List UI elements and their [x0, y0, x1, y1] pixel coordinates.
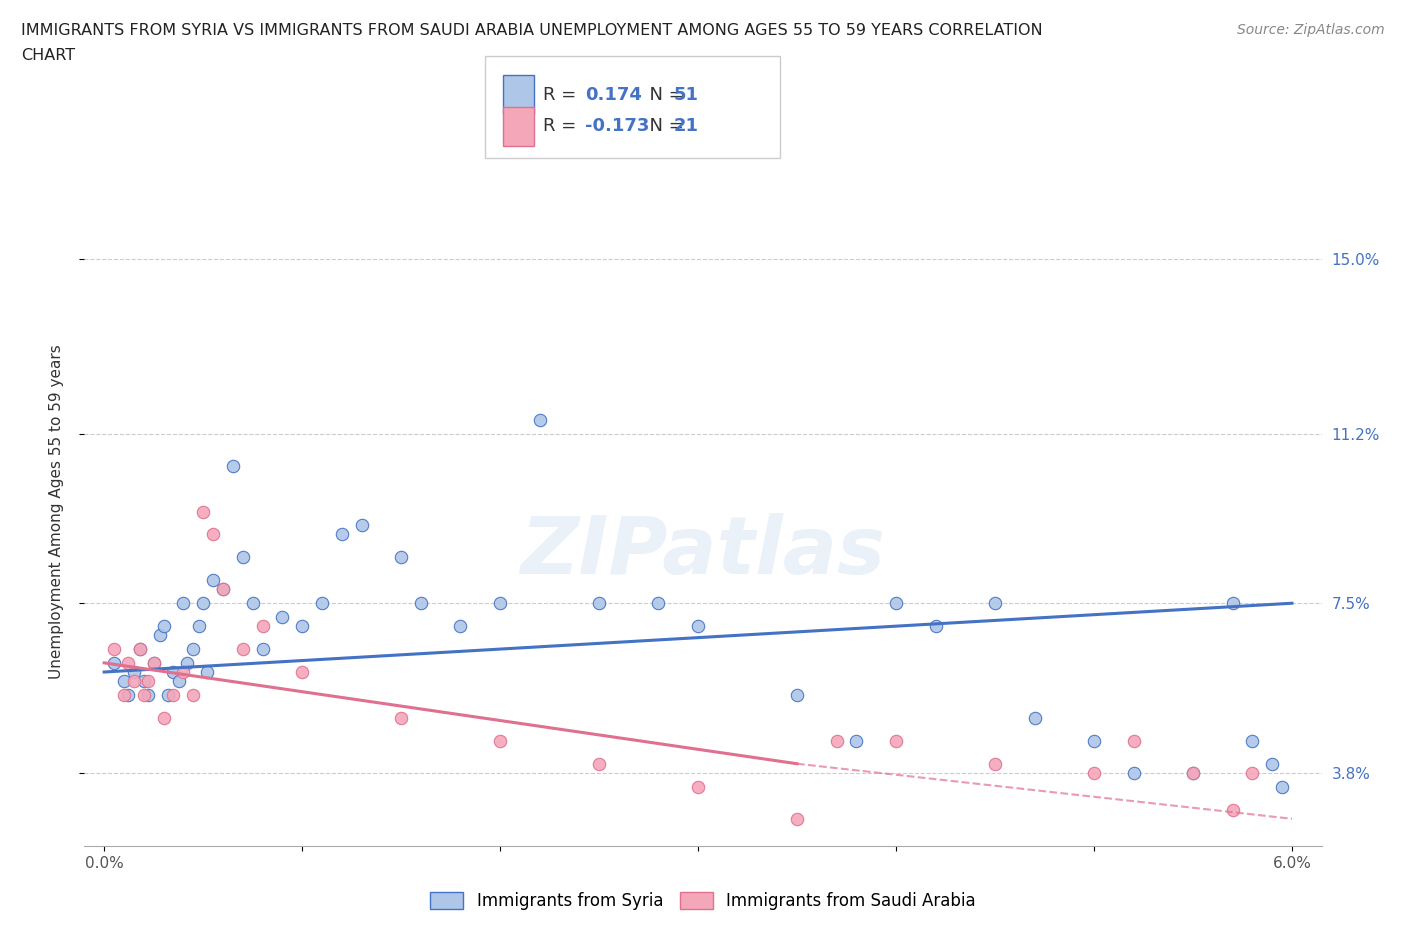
Point	[1261, 756, 1284, 771]
Text: 0.174: 0.174	[585, 86, 641, 104]
Point	[172, 665, 194, 680]
Point	[1271, 779, 1294, 794]
Point	[984, 596, 1007, 611]
Point	[1122, 734, 1144, 749]
Point	[845, 734, 868, 749]
Point	[350, 518, 373, 533]
Point	[232, 550, 254, 565]
Point	[686, 618, 709, 633]
Point	[242, 596, 264, 611]
Point	[202, 527, 225, 542]
Point	[195, 665, 218, 680]
Text: ZIPatlas: ZIPatlas	[520, 512, 886, 591]
Point	[122, 673, 145, 688]
Point	[1122, 765, 1144, 780]
Point	[1222, 596, 1244, 611]
Point	[686, 779, 709, 794]
Y-axis label: Unemployment Among Ages 55 to 59 years: Unemployment Among Ages 55 to 59 years	[49, 344, 63, 679]
Point	[142, 656, 165, 671]
Point	[112, 673, 135, 688]
Point	[103, 642, 125, 657]
Text: IMMIGRANTS FROM SYRIA VS IMMIGRANTS FROM SAUDI ARABIA UNEMPLOYMENT AMONG AGES 55: IMMIGRANTS FROM SYRIA VS IMMIGRANTS FROM…	[21, 23, 1043, 38]
Point	[786, 811, 808, 826]
Point	[389, 711, 412, 725]
Point	[103, 656, 125, 671]
Point	[1181, 765, 1204, 780]
Point	[176, 656, 198, 671]
Point	[128, 642, 150, 657]
Point	[291, 665, 314, 680]
Point	[1222, 803, 1244, 817]
Point	[588, 596, 610, 611]
Point	[1083, 765, 1105, 780]
Text: -0.173: -0.173	[585, 117, 650, 136]
Point	[1181, 765, 1204, 780]
Point	[924, 618, 946, 633]
Point	[181, 687, 204, 702]
Point	[181, 642, 204, 657]
Point	[647, 596, 669, 611]
Point	[450, 618, 472, 633]
Point	[188, 618, 211, 633]
Text: 21: 21	[673, 117, 699, 136]
Legend: Immigrants from Syria, Immigrants from Saudi Arabia: Immigrants from Syria, Immigrants from S…	[423, 885, 983, 917]
Point	[156, 687, 179, 702]
Point	[142, 656, 165, 671]
Point	[409, 596, 432, 611]
Point	[117, 656, 139, 671]
Point	[1083, 734, 1105, 749]
Point	[252, 618, 274, 633]
Point	[489, 596, 512, 611]
Point	[271, 609, 294, 624]
Point	[232, 642, 254, 657]
Point	[311, 596, 333, 611]
Point	[212, 582, 235, 597]
Text: R =: R =	[543, 117, 582, 136]
Point	[136, 687, 159, 702]
Point	[117, 687, 139, 702]
Point	[252, 642, 274, 657]
Point	[128, 642, 150, 657]
Point	[291, 618, 314, 633]
Text: R =: R =	[543, 86, 582, 104]
Point	[588, 756, 610, 771]
Point	[152, 618, 174, 633]
Text: 51: 51	[673, 86, 699, 104]
Point	[1241, 765, 1264, 780]
Point	[162, 665, 184, 680]
Point	[222, 458, 245, 473]
Text: N =: N =	[638, 86, 690, 104]
Point	[884, 596, 907, 611]
Point	[489, 734, 512, 749]
Point	[825, 734, 848, 749]
Point	[132, 673, 155, 688]
Point	[202, 573, 225, 588]
Point	[389, 550, 412, 565]
Point	[191, 504, 214, 519]
Point	[529, 412, 551, 427]
Text: Source: ZipAtlas.com: Source: ZipAtlas.com	[1237, 23, 1385, 37]
Point	[330, 527, 353, 542]
Point	[136, 673, 159, 688]
Point	[169, 673, 191, 688]
Text: CHART: CHART	[21, 48, 75, 63]
Point	[132, 687, 155, 702]
Point	[122, 665, 145, 680]
Point	[212, 582, 235, 597]
Point	[172, 596, 194, 611]
Point	[1024, 711, 1046, 725]
Point	[162, 687, 184, 702]
Point	[112, 687, 135, 702]
Point	[152, 711, 174, 725]
Point	[191, 596, 214, 611]
Point	[984, 756, 1007, 771]
Point	[149, 628, 172, 643]
Point	[884, 734, 907, 749]
Point	[1241, 734, 1264, 749]
Text: N =: N =	[638, 117, 690, 136]
Point	[786, 687, 808, 702]
